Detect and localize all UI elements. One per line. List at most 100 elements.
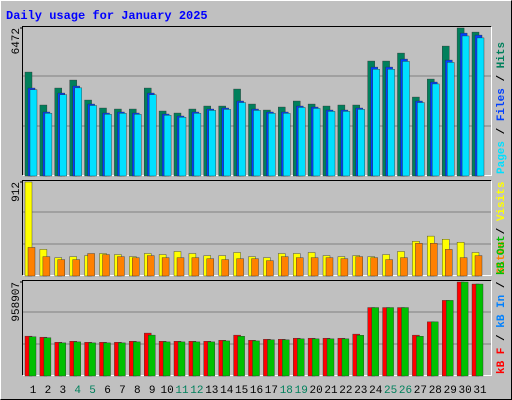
legend-separator: / (496, 328, 508, 348)
bar (386, 307, 394, 377)
bar (236, 258, 244, 277)
bar (372, 69, 380, 177)
x-tick-label: 17 (265, 385, 278, 397)
bar (132, 257, 140, 277)
bar (475, 283, 484, 377)
bar (237, 336, 245, 377)
bar (297, 338, 305, 377)
x-tick-label: 15 (235, 385, 248, 397)
x-tick-label: 20 (309, 385, 322, 397)
bar (267, 339, 275, 377)
bar (27, 247, 36, 277)
bar (401, 307, 409, 377)
legend-separator: / (496, 68, 508, 88)
bar (327, 111, 336, 177)
bar (416, 336, 424, 377)
bar (208, 110, 217, 177)
bar (88, 342, 96, 377)
x-tick-label: 12 (190, 385, 203, 397)
x-tick-label: 3 (59, 385, 66, 397)
x-tick-label: 4 (74, 385, 81, 397)
x-tick-label: 21 (324, 385, 338, 397)
bar (117, 256, 125, 277)
bar (461, 35, 470, 177)
x-tick-label: 26 (399, 385, 412, 397)
bar (59, 94, 67, 177)
bar (178, 117, 187, 177)
bar (341, 338, 350, 377)
bar (147, 334, 156, 377)
bar (312, 108, 321, 177)
bar (400, 257, 408, 277)
bar (357, 109, 365, 177)
bar (356, 335, 364, 377)
bar (476, 37, 485, 177)
x-tick-label: 28 (429, 385, 442, 397)
bar (252, 340, 260, 377)
bar (253, 110, 261, 177)
x-tick-label: 30 (458, 385, 471, 397)
bar (177, 341, 186, 377)
x-tick-label: 27 (414, 385, 427, 397)
legend-separator: / (496, 221, 508, 241)
x-tick-label: 10 (160, 385, 173, 397)
bar (119, 113, 127, 177)
bar (118, 342, 126, 377)
x-tick-label: 8 (134, 385, 141, 397)
legend-separator: / (496, 121, 508, 141)
bar (207, 341, 216, 377)
bar (206, 258, 215, 277)
bar (57, 259, 65, 277)
bar (385, 259, 393, 277)
y-tick-label: 6472 (11, 28, 23, 54)
plot-border-dark (22, 26, 492, 176)
x-tick-label: 31 (473, 385, 487, 397)
bar (340, 258, 349, 277)
y-tick-label: 912 (11, 182, 23, 202)
x-tick-label: 25 (384, 385, 397, 397)
legend: kB F / kB In / kB Out (496, 235, 508, 374)
bar (342, 111, 351, 177)
bar (298, 107, 306, 177)
bar (133, 341, 141, 377)
legend-separator: / (496, 275, 508, 295)
bar (74, 87, 82, 177)
bar (281, 256, 289, 277)
bar (134, 114, 142, 177)
bar (415, 243, 423, 277)
legend-entry: Visits (496, 182, 508, 222)
x-tick-label: 2 (45, 385, 52, 397)
bar (161, 257, 170, 277)
bar (311, 338, 320, 377)
chart-title: Daily usage for January 2025 (6, 9, 208, 23)
bar (251, 258, 259, 277)
x-tick-label: 9 (149, 385, 156, 397)
bar (176, 257, 185, 277)
bar (387, 69, 395, 177)
plot-border-dark (22, 180, 492, 276)
bar (268, 113, 276, 177)
bar (326, 338, 335, 377)
bar (446, 300, 454, 377)
bar (221, 259, 229, 277)
bar (371, 307, 379, 377)
x-tick-label: 5 (89, 385, 96, 397)
bar (238, 102, 246, 177)
legend-entry: kB Out (496, 235, 508, 275)
bar (447, 62, 455, 177)
legend-entry: kB F (496, 348, 508, 374)
bar (430, 243, 438, 277)
legend-entry: kB In (496, 295, 508, 328)
x-tick-label: 22 (339, 385, 352, 397)
bar (460, 281, 469, 377)
x-tick-label: 29 (444, 385, 457, 397)
bar (310, 257, 319, 277)
bar (72, 259, 80, 277)
bar (370, 257, 378, 277)
x-tick-label: 24 (369, 385, 383, 397)
bar (148, 94, 157, 177)
legend-entry: Pages (496, 141, 508, 174)
legend-entry: Hits (496, 42, 508, 68)
bar (58, 342, 66, 377)
